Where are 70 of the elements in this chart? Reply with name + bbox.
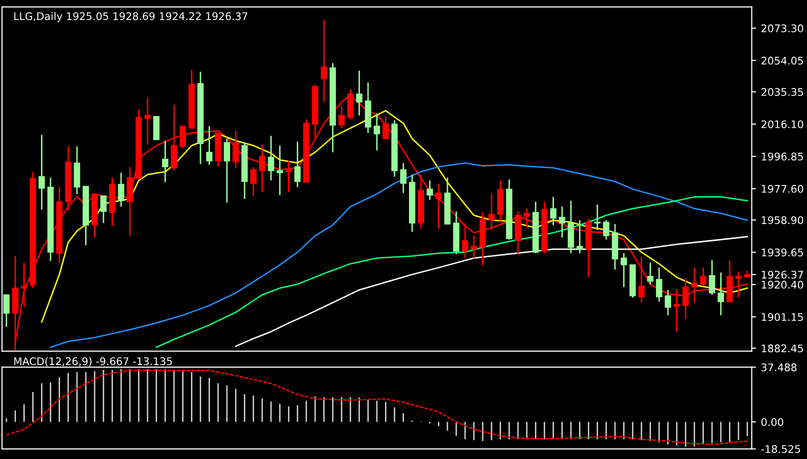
candlestick bbox=[470, 235, 478, 259]
line-series bbox=[6, 370, 748, 446]
y-tick-label: 1901.15 bbox=[762, 313, 803, 321]
candlestick bbox=[118, 172, 124, 208]
candlestick bbox=[259, 144, 266, 193]
candlestick bbox=[558, 206, 566, 238]
candlestick bbox=[268, 135, 274, 182]
y-tick-label: 1882.45 bbox=[762, 344, 803, 352]
candlestick bbox=[224, 138, 230, 204]
candlestick bbox=[3, 294, 10, 328]
y-tick-label: 37.488 bbox=[762, 363, 796, 372]
chart-title: LLG,Daily 1925.05 1928.69 1924.22 1926.37 bbox=[14, 12, 248, 22]
candlestick bbox=[250, 166, 257, 197]
candlestick bbox=[338, 105, 345, 129]
y-tick-label: 1977.60 bbox=[762, 184, 804, 193]
y-tick-label: 2073.30 bbox=[762, 24, 804, 32]
line-series bbox=[50, 162, 748, 348]
candlestick bbox=[594, 204, 601, 231]
candlestick bbox=[144, 97, 151, 146]
candlestick bbox=[603, 219, 610, 240]
y-tick-label: 1920.40 bbox=[762, 280, 804, 289]
candlestick bbox=[276, 144, 284, 196]
candlestick bbox=[682, 278, 689, 320]
candlestick bbox=[162, 140, 168, 183]
candlestick bbox=[356, 70, 362, 116]
candlestick bbox=[708, 259, 716, 296]
candlestick bbox=[382, 116, 389, 140]
candlestick bbox=[38, 134, 45, 210]
candlestick bbox=[320, 18, 328, 103]
candlestick bbox=[232, 130, 239, 169]
candlestick bbox=[426, 180, 433, 201]
line-series bbox=[156, 196, 748, 348]
y-tick-label: 1996.85 bbox=[762, 152, 803, 160]
y-tick-label: 2035.35 bbox=[762, 88, 803, 96]
y-tick-label: 1926.37 bbox=[762, 270, 803, 279]
y-tick-label: 2016.10 bbox=[762, 120, 804, 128]
candlestick bbox=[735, 270, 742, 299]
candlestick bbox=[180, 125, 186, 150]
candlestick bbox=[576, 219, 583, 254]
y-tick-label: 0.00 bbox=[761, 418, 784, 426]
candlestick bbox=[435, 184, 442, 230]
line-series bbox=[235, 236, 748, 347]
chart-title: MACD(12,26,9) -9.667 -13.135 bbox=[14, 357, 172, 366]
candlestick bbox=[524, 208, 530, 229]
candlestick bbox=[638, 256, 645, 304]
candlestick bbox=[170, 104, 178, 172]
y-tick-label: 1939.65 bbox=[762, 248, 803, 256]
candlestick bbox=[462, 222, 468, 259]
candlestick bbox=[647, 262, 654, 285]
y-tick-label: 1958.90 bbox=[762, 216, 804, 224]
candlestick bbox=[700, 266, 706, 287]
candlestick bbox=[620, 252, 627, 288]
candlestick bbox=[674, 288, 680, 332]
line-series bbox=[41, 110, 748, 323]
candlestick bbox=[691, 266, 698, 304]
y-tick-label: 2054.05 bbox=[762, 56, 803, 65]
candlestick bbox=[153, 116, 160, 140]
candlestick bbox=[656, 266, 662, 302]
candlestick bbox=[718, 272, 724, 316]
candlestick bbox=[100, 195, 107, 224]
candlestick bbox=[20, 262, 28, 308]
candlestick bbox=[374, 112, 380, 152]
candlestick bbox=[550, 196, 556, 226]
candlestick bbox=[294, 141, 301, 188]
candlestick bbox=[400, 162, 406, 194]
candlestick bbox=[206, 125, 212, 166]
candlestick bbox=[664, 289, 672, 316]
y-tick-label: -18.525 bbox=[761, 445, 800, 454]
candlestick bbox=[286, 160, 292, 193]
candlestick bbox=[488, 193, 495, 231]
